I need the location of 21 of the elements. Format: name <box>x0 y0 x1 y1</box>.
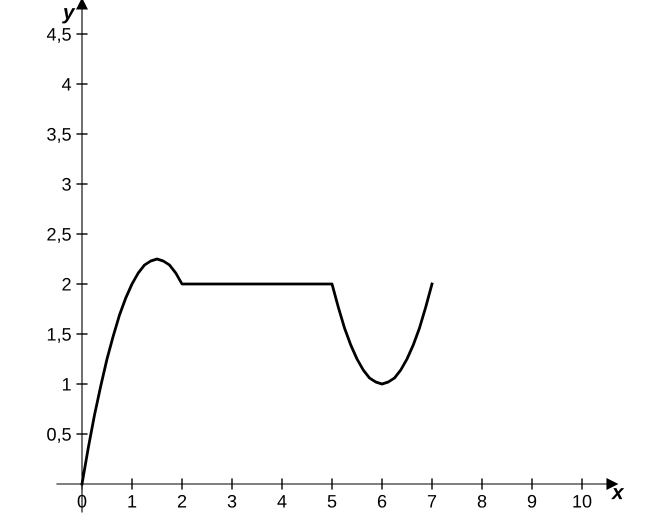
x-tick-label: 9 <box>528 494 536 508</box>
x-tick-label: 6 <box>378 494 386 508</box>
y-tick-label: 1 <box>62 378 71 391</box>
y-tick-label: 1,5 <box>48 328 71 343</box>
x-tick-label: 3 <box>228 494 236 508</box>
y-tick-label: 0,5 <box>47 428 71 443</box>
x-tick-label: 2 <box>178 494 186 508</box>
y-tick-label: 4,5 <box>46 28 71 43</box>
y-tick-label: 3,5 <box>47 128 71 143</box>
x-tick-label: 4 <box>277 495 286 508</box>
y-tick-label: 2 <box>62 278 71 291</box>
y-tick-label: 2,5 <box>47 228 71 243</box>
x-tick-label: 8 <box>478 494 486 508</box>
x-tick-label: 1 <box>128 495 136 508</box>
y-tick-label: 4 <box>62 78 72 91</box>
x-tick-label: 10 <box>573 494 592 508</box>
y-axis-title: y <box>62 8 76 24</box>
y-tick-label: 3 <box>62 178 71 191</box>
x-tick-label: 7 <box>428 495 436 508</box>
x-tick-label: 5 <box>328 495 336 508</box>
x-axis-title: x <box>611 488 624 500</box>
